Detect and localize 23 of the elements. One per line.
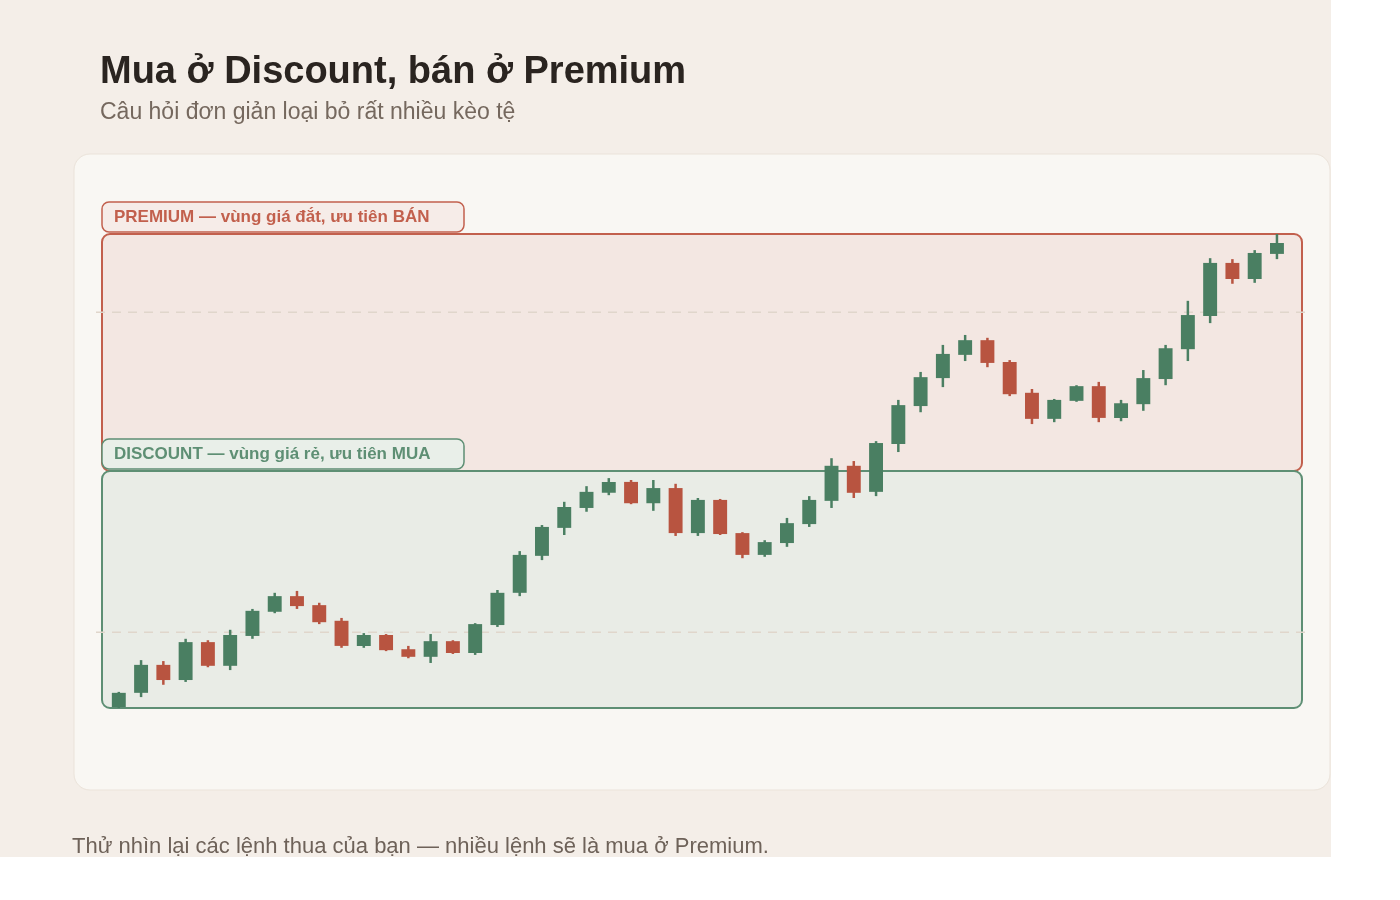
candlestick (624, 478, 639, 506)
candlestick (1269, 232, 1284, 261)
band-label: DISCOUNT — vùng giá rẻ, ưu tiên MUA (114, 444, 431, 463)
candlestick (579, 484, 594, 514)
candlestick (980, 336, 995, 369)
candlestick (1114, 398, 1129, 423)
chart-subtitle: Câu hỏi đơn giản loại bỏ rất nhiều kèo tệ (100, 97, 516, 124)
candlestick (200, 638, 215, 669)
candlestick (312, 601, 327, 626)
candlestick (423, 632, 438, 665)
text: Thử nhìn lại các lệnh thua của bạn — nhiều lệnh sẽ là mua ở Premium. (72, 833, 769, 858)
candlestick (290, 589, 304, 611)
band-label: PREMIUM — vùng giá đắt, ưu tiên BÁN (114, 207, 430, 226)
candlestick (267, 591, 282, 615)
candlestick (1047, 397, 1062, 424)
candlestick (780, 516, 794, 549)
chart-title: Mua ở Discount, bán ở Premium (100, 48, 687, 91)
candlestick (557, 500, 572, 537)
candlestick (958, 333, 973, 363)
candlestick (735, 530, 750, 560)
candlestick (1225, 257, 1240, 286)
candlestick (156, 659, 171, 687)
candlestick (646, 478, 661, 513)
